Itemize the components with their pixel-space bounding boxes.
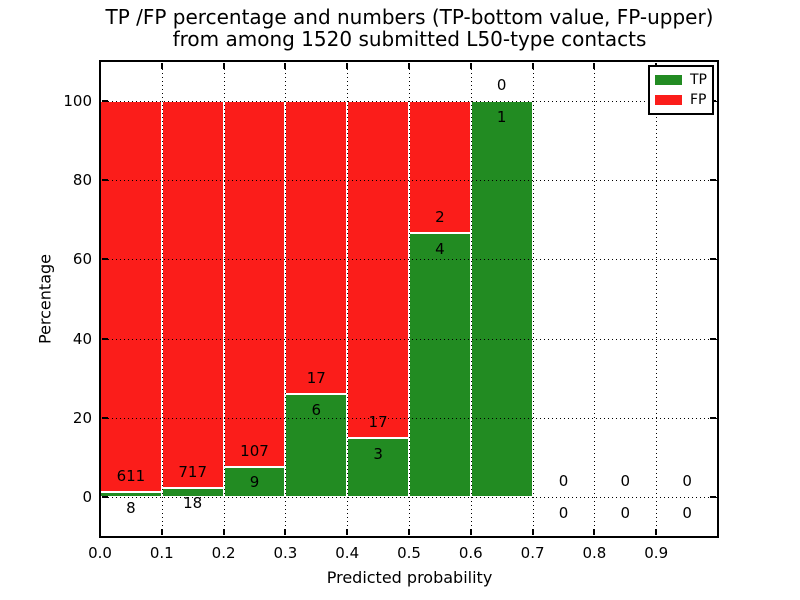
- v-gridline: [470, 61, 472, 537]
- v-gridline: [285, 61, 287, 537]
- tp-count-label: 1: [496, 107, 507, 126]
- tp-legend-swatch-icon: [655, 75, 682, 85]
- bar-tp-segment: [409, 232, 471, 498]
- v-gridline: [347, 61, 349, 537]
- fp-count-label: 0: [620, 472, 631, 491]
- y-tick-label: 20: [72, 409, 92, 427]
- fp-count-label: 717: [178, 462, 208, 481]
- y-tick-label: 0: [82, 488, 92, 507]
- y-tick-right: [710, 337, 716, 340]
- x-tick-label: 0.6: [458, 544, 483, 562]
- v-gridline: [161, 61, 163, 537]
- fp-count-label: 611: [116, 467, 146, 486]
- bar-tp-segment: [347, 437, 409, 498]
- bar-tp-segment: [285, 393, 348, 498]
- tp-count-label: 18: [183, 494, 203, 513]
- tp-count-label: 3: [373, 444, 383, 463]
- x-tick-label: 0.2: [211, 544, 236, 562]
- y-axis-label: Percentage: [35, 253, 55, 345]
- bar-fp-segment: [161, 100, 224, 488]
- bar-tp-segment: [470, 100, 533, 498]
- x-tick-label: 0.7: [520, 544, 545, 562]
- x-tick-label: 0.1: [149, 544, 174, 562]
- x-tick-top: [593, 63, 596, 69]
- fp-count-label: 17: [306, 368, 326, 387]
- x-tick-top: [469, 63, 472, 69]
- fp-count-label: 0: [558, 472, 569, 491]
- x-tick-top: [346, 63, 349, 69]
- x-tick-label: 0.4: [335, 544, 360, 562]
- chart-title-line2: from among 1520 submitted L50-type conta…: [172, 27, 647, 51]
- y-tick-label: 100: [63, 91, 92, 110]
- x-tick-bottom: [531, 529, 534, 535]
- y-tick-left: [102, 99, 108, 102]
- x-tick-label: 0.5: [397, 544, 421, 562]
- legend-entry-fp: FP: [655, 93, 707, 107]
- y-tick-right: [710, 417, 716, 419]
- tp-count-label: 6: [311, 400, 322, 419]
- bar-fp-segment: [347, 100, 409, 438]
- v-gridline: [594, 61, 596, 537]
- v-gridline: [409, 61, 410, 537]
- y-tick-left: [102, 258, 108, 261]
- x-tick-label: 0.9: [644, 544, 669, 562]
- x-tick-bottom: [284, 529, 287, 535]
- x-tick-bottom: [222, 529, 225, 535]
- bar-fp-segment: [100, 100, 162, 493]
- v-gridline: [223, 61, 225, 537]
- y-tick-left: [102, 337, 108, 340]
- x-tick-label: 0.8: [582, 544, 607, 562]
- x-tick-bottom: [99, 529, 101, 535]
- fp-count-label: 2: [435, 208, 445, 227]
- y-tick-label: 60: [72, 250, 92, 269]
- tp-legend-label: TP: [690, 72, 707, 88]
- x-axis-label: Predicted probability: [326, 568, 493, 587]
- v-gridline: [656, 61, 658, 537]
- y-tick-label: 40: [72, 329, 92, 348]
- bar-fp-segment: [285, 100, 348, 394]
- legend-entry-tp: TP: [655, 73, 707, 87]
- x-tick-bottom: [655, 529, 658, 535]
- fp-legend-swatch-icon: [655, 95, 682, 105]
- v-gridline: [532, 61, 534, 537]
- tp-count-label: 8: [126, 499, 136, 518]
- x-tick-bottom: [593, 529, 596, 535]
- y-tick-left: [102, 496, 108, 499]
- x-tick-bottom: [346, 529, 349, 535]
- x-tick-top: [222, 63, 225, 69]
- y-tick-right: [710, 179, 716, 181]
- legend: TP FP: [648, 65, 714, 115]
- x-tick-bottom: [408, 529, 410, 535]
- fp-count-label: 0: [682, 472, 692, 491]
- x-tick-top: [160, 63, 163, 69]
- fp-count-label: 17: [368, 412, 388, 431]
- x-tick-bottom: [160, 529, 163, 535]
- bar-fp-segment: [223, 100, 286, 467]
- y-tick-left: [102, 179, 108, 181]
- chart-title: TP /FP percentage and numbers (TP-bottom…: [100, 6, 719, 50]
- x-tick-top: [531, 63, 534, 69]
- bar-fp-segment: [409, 100, 471, 233]
- fp-count-label: 107: [240, 441, 269, 460]
- x-tick-label: 0.0: [88, 544, 112, 562]
- fp-count-label: 0: [496, 75, 507, 94]
- y-tick-label: 80: [72, 171, 92, 189]
- chart-title-line1: TP /FP percentage and numbers (TP-bottom…: [105, 5, 714, 29]
- tp-count-label: 0: [620, 504, 631, 523]
- fp-legend-label: FP: [690, 92, 707, 108]
- x-tick-bottom: [469, 529, 472, 535]
- x-tick-top: [284, 63, 287, 69]
- tp-count-label: 0: [682, 504, 692, 523]
- x-tick-top: [408, 63, 410, 69]
- y-tick-left: [102, 417, 108, 419]
- x-tick-label: 0.3: [273, 544, 298, 562]
- tp-count-label: 4: [435, 239, 445, 258]
- tp-count-label: 0: [558, 504, 569, 523]
- tp-count-label: 9: [249, 473, 260, 492]
- y-tick-right: [710, 258, 716, 261]
- x-tick-top: [99, 63, 101, 69]
- y-tick-right: [710, 496, 716, 499]
